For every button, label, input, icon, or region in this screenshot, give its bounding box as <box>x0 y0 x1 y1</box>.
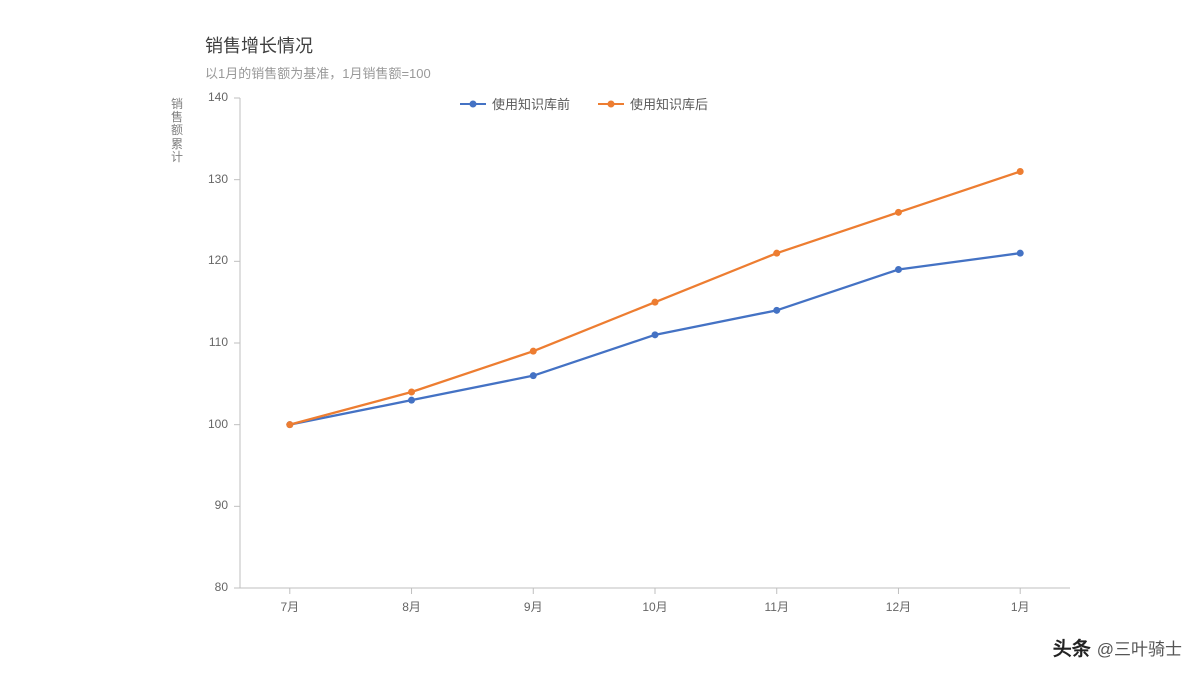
series-marker <box>530 348 537 355</box>
series-marker <box>773 307 780 314</box>
y-tick-label: 90 <box>215 498 228 512</box>
y-tick-label: 80 <box>215 580 228 594</box>
series-marker <box>530 372 537 379</box>
chart-subtitle: 以1月的销售额为基准，1月销售额=100 <box>205 63 431 82</box>
x-tick-label: 8月 <box>402 598 421 615</box>
y-tick-label: 110 <box>209 335 228 349</box>
y-tick-label: 100 <box>208 417 228 431</box>
y-axis-label: 销售额累计 <box>170 98 184 164</box>
series-line <box>290 172 1020 425</box>
chart-title: 销售增长情况 <box>205 32 313 58</box>
watermark-prefix: 头条 <box>1053 634 1091 661</box>
series-marker <box>895 266 902 273</box>
y-tick-label: 130 <box>208 172 228 186</box>
y-tick-label: 140 <box>208 90 228 104</box>
x-tick-label: 9月 <box>524 598 543 615</box>
x-tick-label: 7月 <box>280 598 299 615</box>
watermark: 头条 @三叶骑士 <box>1053 634 1182 661</box>
series-marker <box>1017 168 1024 175</box>
series-marker <box>652 299 659 306</box>
series-line <box>290 253 1020 424</box>
series-marker <box>286 421 293 428</box>
x-tick-label: 11月 <box>764 598 788 615</box>
series-marker <box>408 397 415 404</box>
series-marker <box>895 209 902 216</box>
x-tick-label: 12月 <box>886 598 911 615</box>
watermark-handle: @三叶骑士 <box>1097 635 1182 660</box>
x-tick-label: 10月 <box>642 598 667 615</box>
series-marker <box>773 250 780 257</box>
series-marker <box>408 389 415 396</box>
series-marker <box>1017 250 1024 257</box>
x-tick-label: 1月 <box>1011 598 1030 615</box>
line-chart <box>240 98 1070 588</box>
series-marker <box>652 331 659 338</box>
y-tick-label: 120 <box>208 253 228 267</box>
